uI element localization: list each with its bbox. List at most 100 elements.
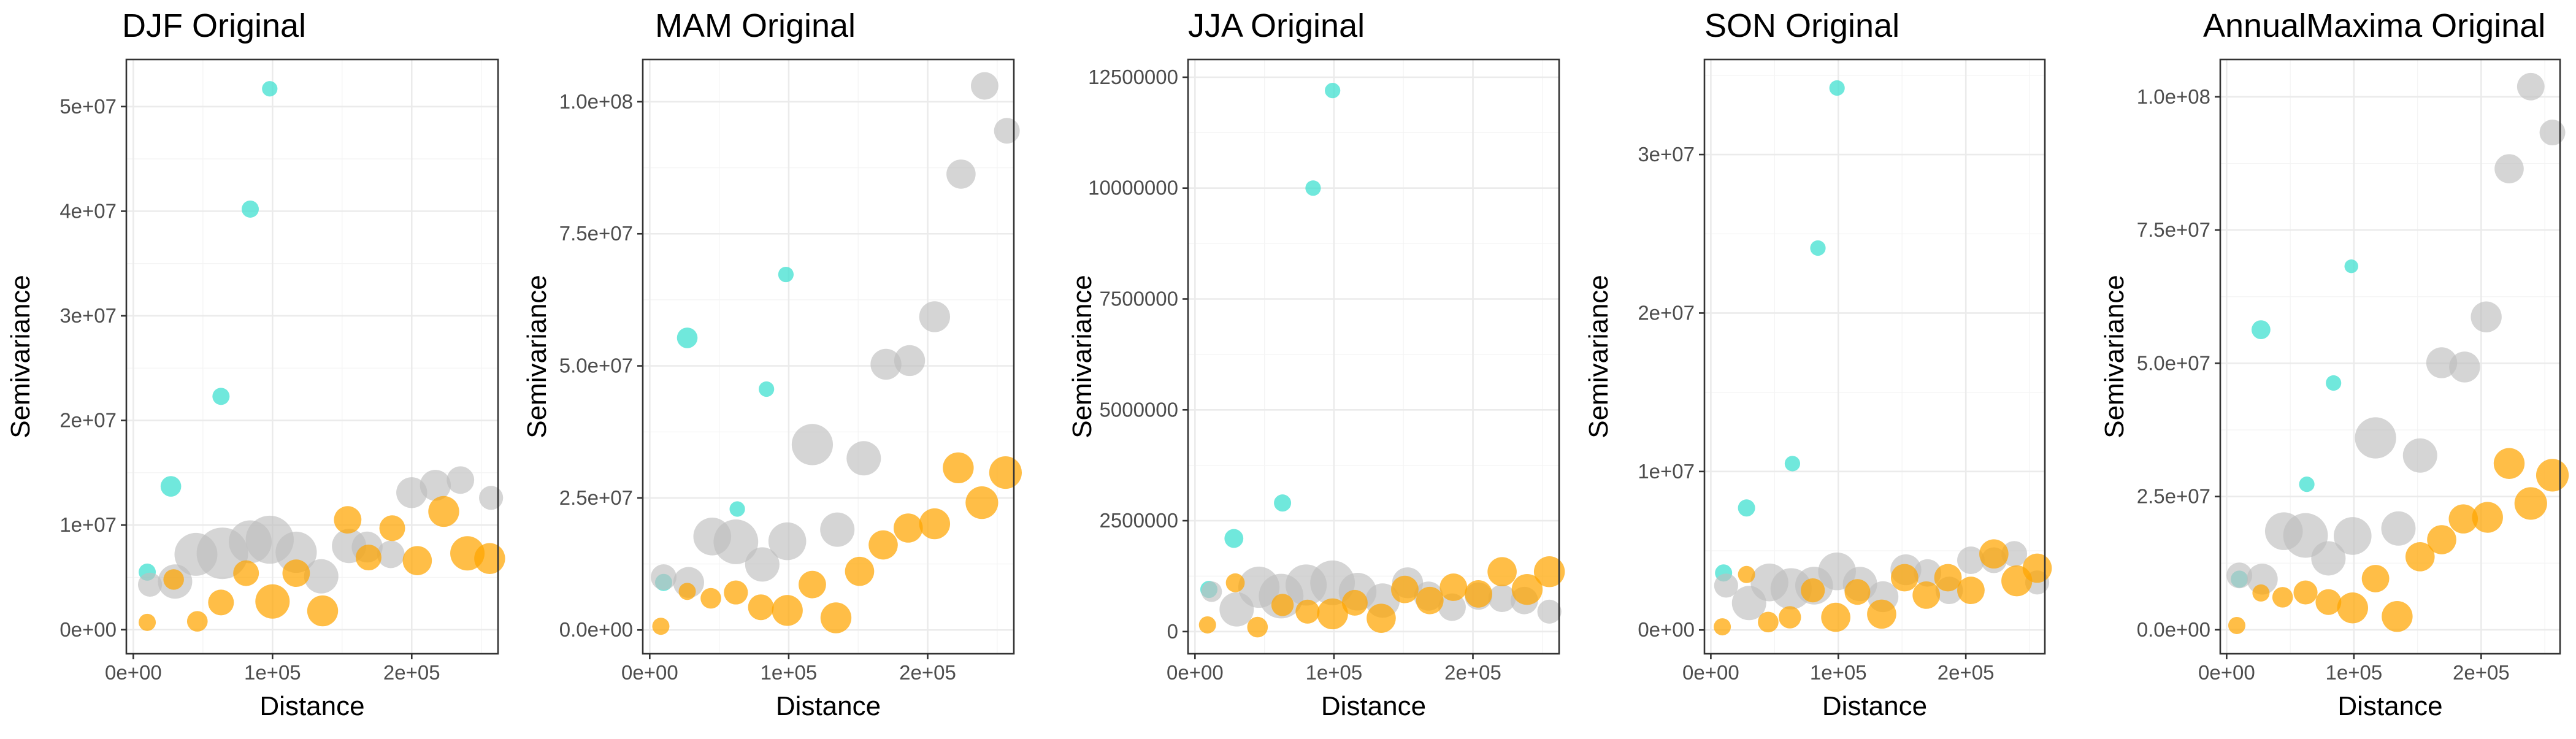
data-point-gray	[919, 301, 951, 332]
x-axis-title: Distance	[2337, 691, 2442, 721]
plot-frame	[2219, 58, 2561, 655]
data-point-cyan	[677, 327, 698, 348]
data-point-gray	[713, 519, 759, 564]
data-point-orange	[772, 595, 803, 626]
data-point-cyan	[729, 501, 745, 517]
data-point-gray	[1537, 599, 1562, 624]
data-point-orange	[1979, 539, 2009, 569]
plot-frame	[1703, 58, 2046, 655]
data-point-orange	[233, 560, 259, 586]
x-tick-label: 1e+05	[1810, 661, 1867, 684]
data-point-orange	[355, 545, 381, 571]
panel-title: DJF Original	[122, 7, 306, 44]
data-point-orange	[845, 556, 875, 586]
data-point-orange	[1391, 575, 1419, 603]
data-point-orange	[139, 613, 156, 631]
data-point-orange	[2472, 502, 2503, 533]
data-point-orange	[893, 513, 923, 543]
data-point-gray	[2539, 120, 2566, 146]
data-point-orange	[282, 559, 310, 588]
plot-frame	[125, 58, 499, 655]
data-point-orange	[748, 594, 774, 621]
data-point-gray	[275, 531, 317, 573]
panel-4: 0e+00 1e+05 2e+05 0e+00 1e+07 2e+07 3e+07 SON O…	[1584, 7, 2052, 721]
data-point-gray	[994, 118, 1020, 144]
data-point-gray	[1957, 546, 1985, 574]
data-point-orange	[989, 456, 1022, 489]
data-point-orange	[2252, 584, 2270, 602]
y-axis-title: Semivariance	[6, 275, 36, 438]
data-point-gray	[396, 477, 427, 508]
data-point-gray	[2247, 564, 2278, 595]
data-point-cyan	[1738, 499, 1755, 517]
data-point-gray	[2517, 72, 2545, 101]
data-point-cyan	[262, 81, 278, 97]
x-tick-label: 2e+05	[383, 661, 440, 684]
x-tick-label: 2e+05	[899, 661, 956, 684]
data-point-orange	[868, 530, 898, 560]
y-axis-title: Semivariance	[1584, 275, 1614, 438]
data-point-gray	[2471, 301, 2502, 332]
data-point-orange	[428, 496, 459, 527]
x-axis-title: Distance	[259, 691, 364, 721]
data-point-gray	[894, 345, 926, 377]
y-axis-title: Semivariance	[522, 275, 552, 438]
data-point-gray	[2311, 541, 2346, 576]
x-axis-title: Distance	[776, 691, 881, 721]
x-axis-title: Distance	[1822, 691, 1927, 721]
data-point-gray	[377, 540, 405, 569]
x-tick-label: 1e+05	[244, 661, 301, 684]
x-tick-label: 0e+00	[1167, 661, 1224, 684]
data-point-orange	[1867, 599, 1896, 629]
y-tick-label: 12500000	[1088, 66, 1178, 88]
data-point-orange	[2315, 589, 2342, 615]
data-point-gray	[870, 348, 902, 380]
data-point-cyan	[1784, 456, 1801, 472]
data-point-orange	[2272, 587, 2293, 608]
data-point-orange	[2382, 600, 2413, 632]
data-point-cyan	[1274, 494, 1292, 512]
data-point-orange	[307, 595, 339, 627]
data-point-orange	[678, 583, 696, 600]
x-tick-label: 1e+05	[761, 661, 818, 684]
data-point-cyan	[1305, 180, 1321, 196]
x-tick-label: 0e+00	[1682, 661, 1739, 684]
data-point-orange	[1912, 581, 1941, 609]
panel-title: MAM Original	[655, 7, 856, 44]
x-tick-label: 2e+05	[1444, 661, 1501, 684]
data-point-orange	[1758, 611, 1779, 633]
data-point-orange	[2293, 580, 2318, 605]
y-tick-label: 7.5e+07	[2137, 218, 2210, 241]
data-point-gray	[791, 424, 834, 465]
panel-title: JJA Original	[1188, 7, 1365, 44]
data-point-gray	[1438, 593, 1466, 621]
data-point-cyan	[2299, 477, 2315, 492]
data-point-orange	[1317, 598, 1348, 630]
data-point-gray	[447, 466, 475, 494]
data-point-orange	[208, 589, 234, 616]
data-point-cyan	[1325, 83, 1341, 99]
x-axis-title: Distance	[1321, 691, 1426, 721]
data-point-orange	[700, 588, 721, 609]
data-point-gray	[650, 564, 677, 591]
panel-2: 0e+00 1e+05 2e+05 0.0e+00 2.5e+07 5.0e+07 7.5e…	[522, 7, 1022, 721]
data-point-orange	[186, 611, 208, 632]
y-tick-label: 7500000	[1100, 287, 1178, 310]
data-point-orange	[1738, 565, 1755, 583]
data-point-gray	[420, 470, 451, 501]
data-point-orange	[1465, 580, 1492, 608]
data-point-orange	[2536, 459, 2569, 492]
y-axis-title: Semivariance	[2099, 275, 2129, 438]
y-tick-label: 2.5e+07	[2137, 485, 2210, 508]
data-point-orange	[163, 569, 184, 590]
plot-frame	[642, 58, 1015, 655]
y-tick-label: 7.5e+07	[559, 222, 633, 245]
x-tick-label: 2e+05	[1938, 661, 1995, 684]
y-axis-title: Semivariance	[1067, 275, 1097, 438]
data-point-orange	[402, 546, 432, 575]
data-point-gray	[2226, 562, 2253, 589]
data-point-cyan	[212, 388, 230, 405]
data-point-orange	[2022, 553, 2052, 583]
y-tick-label: 0	[1167, 620, 1178, 643]
data-point-orange	[1439, 573, 1468, 601]
